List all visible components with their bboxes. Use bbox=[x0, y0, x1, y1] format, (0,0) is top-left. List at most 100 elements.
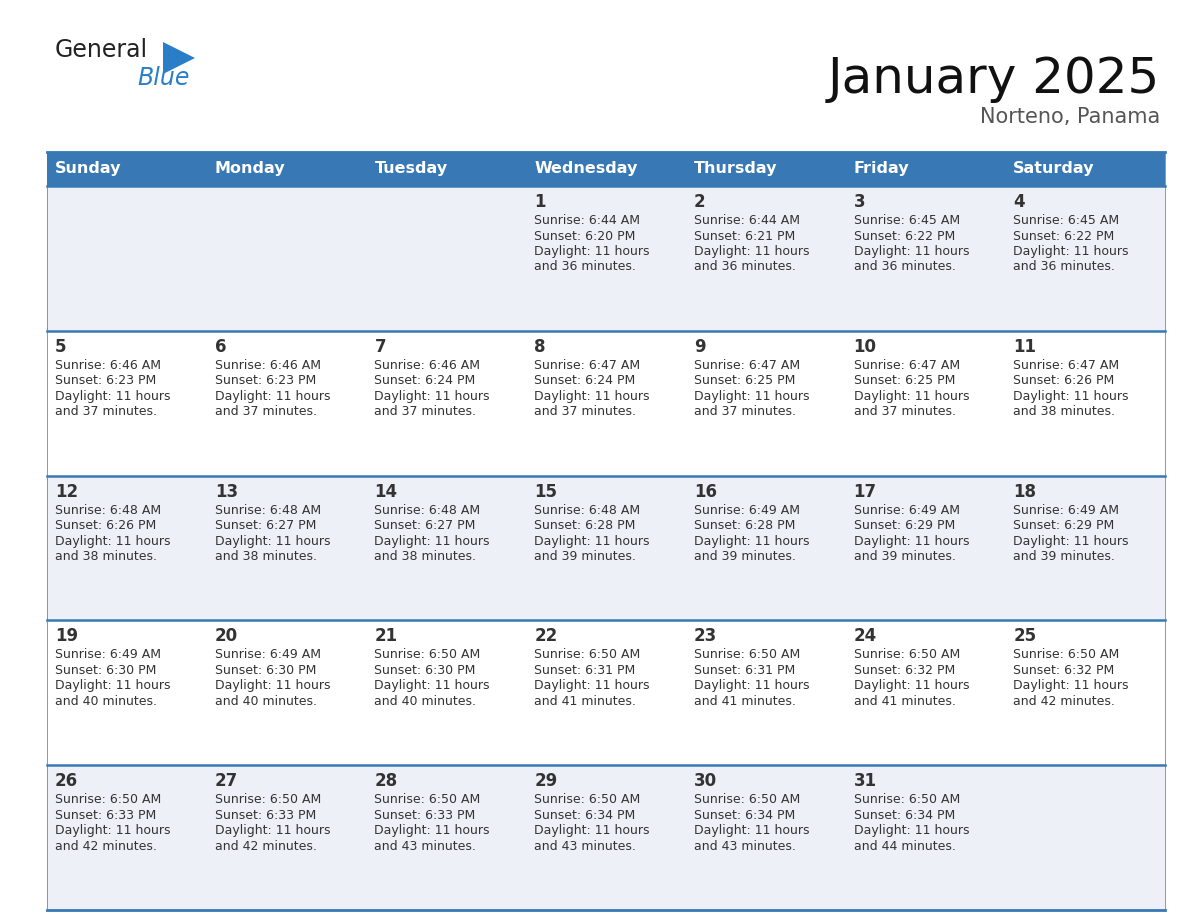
Text: 24: 24 bbox=[853, 627, 877, 645]
Text: Sunrise: 6:47 AM: Sunrise: 6:47 AM bbox=[853, 359, 960, 372]
Text: Sunset: 6:25 PM: Sunset: 6:25 PM bbox=[694, 375, 795, 387]
Text: Sunrise: 6:46 AM: Sunrise: 6:46 AM bbox=[215, 359, 321, 372]
Text: and 44 minutes.: and 44 minutes. bbox=[853, 840, 955, 853]
Text: and 40 minutes.: and 40 minutes. bbox=[215, 695, 317, 708]
Text: 26: 26 bbox=[55, 772, 78, 790]
Text: Sunset: 6:26 PM: Sunset: 6:26 PM bbox=[55, 519, 157, 532]
Text: Tuesday: Tuesday bbox=[374, 162, 448, 176]
Text: 6: 6 bbox=[215, 338, 226, 356]
Text: Sunset: 6:28 PM: Sunset: 6:28 PM bbox=[535, 519, 636, 532]
Text: and 39 minutes.: and 39 minutes. bbox=[853, 550, 955, 563]
Text: Sunrise: 6:47 AM: Sunrise: 6:47 AM bbox=[1013, 359, 1119, 372]
Text: Sunrise: 6:47 AM: Sunrise: 6:47 AM bbox=[694, 359, 800, 372]
Text: and 36 minutes.: and 36 minutes. bbox=[1013, 261, 1116, 274]
Text: Sunset: 6:24 PM: Sunset: 6:24 PM bbox=[374, 375, 475, 387]
Text: Sunset: 6:34 PM: Sunset: 6:34 PM bbox=[853, 809, 955, 822]
Text: Sunset: 6:30 PM: Sunset: 6:30 PM bbox=[215, 664, 316, 677]
Bar bbox=[48, 186, 1165, 330]
Text: 12: 12 bbox=[55, 483, 78, 500]
Text: Sunrise: 6:50 AM: Sunrise: 6:50 AM bbox=[215, 793, 321, 806]
Text: 27: 27 bbox=[215, 772, 238, 790]
Text: 28: 28 bbox=[374, 772, 398, 790]
Text: Sunset: 6:24 PM: Sunset: 6:24 PM bbox=[535, 375, 636, 387]
Text: Daylight: 11 hours: Daylight: 11 hours bbox=[694, 534, 809, 548]
Text: 3: 3 bbox=[853, 193, 865, 211]
Text: Sunrise: 6:49 AM: Sunrise: 6:49 AM bbox=[215, 648, 321, 661]
Text: Friday: Friday bbox=[853, 162, 909, 176]
Text: 5: 5 bbox=[55, 338, 67, 356]
Text: Daylight: 11 hours: Daylight: 11 hours bbox=[55, 390, 171, 403]
Text: Daylight: 11 hours: Daylight: 11 hours bbox=[1013, 390, 1129, 403]
Text: Daylight: 11 hours: Daylight: 11 hours bbox=[535, 534, 650, 548]
Text: Sunrise: 6:46 AM: Sunrise: 6:46 AM bbox=[374, 359, 480, 372]
Text: Daylight: 11 hours: Daylight: 11 hours bbox=[1013, 534, 1129, 548]
Text: Sunrise: 6:46 AM: Sunrise: 6:46 AM bbox=[55, 359, 162, 372]
Text: Sunrise: 6:50 AM: Sunrise: 6:50 AM bbox=[853, 793, 960, 806]
Text: Sunset: 6:31 PM: Sunset: 6:31 PM bbox=[535, 664, 636, 677]
Text: Sunrise: 6:50 AM: Sunrise: 6:50 AM bbox=[55, 793, 162, 806]
Text: Sunset: 6:33 PM: Sunset: 6:33 PM bbox=[55, 809, 157, 822]
Polygon shape bbox=[163, 42, 195, 74]
Bar bbox=[685, 152, 846, 186]
Text: Sunrise: 6:48 AM: Sunrise: 6:48 AM bbox=[535, 504, 640, 517]
Text: and 38 minutes.: and 38 minutes. bbox=[215, 550, 317, 563]
Text: and 37 minutes.: and 37 minutes. bbox=[694, 406, 796, 419]
Text: and 43 minutes.: and 43 minutes. bbox=[374, 840, 476, 853]
Text: and 39 minutes.: and 39 minutes. bbox=[535, 550, 636, 563]
Text: Daylight: 11 hours: Daylight: 11 hours bbox=[1013, 245, 1129, 258]
Text: 22: 22 bbox=[535, 627, 557, 645]
Text: Sunrise: 6:50 AM: Sunrise: 6:50 AM bbox=[374, 648, 481, 661]
Text: Sunday: Sunday bbox=[55, 162, 121, 176]
Text: 13: 13 bbox=[215, 483, 238, 500]
Text: 30: 30 bbox=[694, 772, 718, 790]
Text: Daylight: 11 hours: Daylight: 11 hours bbox=[535, 245, 650, 258]
Text: Sunset: 6:22 PM: Sunset: 6:22 PM bbox=[853, 230, 955, 242]
Text: 25: 25 bbox=[1013, 627, 1036, 645]
Text: 2: 2 bbox=[694, 193, 706, 211]
Text: Sunset: 6:33 PM: Sunset: 6:33 PM bbox=[374, 809, 475, 822]
Text: Sunrise: 6:48 AM: Sunrise: 6:48 AM bbox=[215, 504, 321, 517]
Text: Sunset: 6:30 PM: Sunset: 6:30 PM bbox=[55, 664, 157, 677]
Text: Daylight: 11 hours: Daylight: 11 hours bbox=[853, 824, 969, 837]
Text: and 39 minutes.: and 39 minutes. bbox=[694, 550, 796, 563]
Text: General: General bbox=[55, 38, 148, 62]
Text: Daylight: 11 hours: Daylight: 11 hours bbox=[535, 824, 650, 837]
Text: 31: 31 bbox=[853, 772, 877, 790]
Text: 29: 29 bbox=[535, 772, 557, 790]
Text: Sunset: 6:21 PM: Sunset: 6:21 PM bbox=[694, 230, 795, 242]
Text: Daylight: 11 hours: Daylight: 11 hours bbox=[374, 679, 489, 692]
Text: Sunset: 6:33 PM: Sunset: 6:33 PM bbox=[215, 809, 316, 822]
Text: and 42 minutes.: and 42 minutes. bbox=[215, 840, 316, 853]
Text: Daylight: 11 hours: Daylight: 11 hours bbox=[55, 679, 171, 692]
Text: 7: 7 bbox=[374, 338, 386, 356]
Text: Sunrise: 6:49 AM: Sunrise: 6:49 AM bbox=[1013, 504, 1119, 517]
Text: 9: 9 bbox=[694, 338, 706, 356]
Bar bbox=[366, 152, 526, 186]
Text: Monday: Monday bbox=[215, 162, 285, 176]
Text: Daylight: 11 hours: Daylight: 11 hours bbox=[374, 390, 489, 403]
Text: Norteno, Panama: Norteno, Panama bbox=[980, 107, 1159, 127]
Text: Sunset: 6:32 PM: Sunset: 6:32 PM bbox=[1013, 664, 1114, 677]
Text: Wednesday: Wednesday bbox=[535, 162, 638, 176]
Text: and 38 minutes.: and 38 minutes. bbox=[1013, 406, 1116, 419]
Text: 8: 8 bbox=[535, 338, 545, 356]
Text: Daylight: 11 hours: Daylight: 11 hours bbox=[694, 245, 809, 258]
Text: Sunset: 6:32 PM: Sunset: 6:32 PM bbox=[853, 664, 955, 677]
Text: Sunset: 6:27 PM: Sunset: 6:27 PM bbox=[374, 519, 475, 532]
Text: and 37 minutes.: and 37 minutes. bbox=[215, 406, 317, 419]
Text: Daylight: 11 hours: Daylight: 11 hours bbox=[55, 824, 171, 837]
Text: Sunset: 6:30 PM: Sunset: 6:30 PM bbox=[374, 664, 475, 677]
Text: and 39 minutes.: and 39 minutes. bbox=[1013, 550, 1116, 563]
Text: Sunrise: 6:44 AM: Sunrise: 6:44 AM bbox=[535, 214, 640, 227]
Text: Sunset: 6:34 PM: Sunset: 6:34 PM bbox=[535, 809, 636, 822]
Text: and 36 minutes.: and 36 minutes. bbox=[535, 261, 636, 274]
Text: and 37 minutes.: and 37 minutes. bbox=[374, 406, 476, 419]
Text: Sunrise: 6:50 AM: Sunrise: 6:50 AM bbox=[535, 793, 640, 806]
Text: Sunset: 6:22 PM: Sunset: 6:22 PM bbox=[1013, 230, 1114, 242]
Text: and 38 minutes.: and 38 minutes. bbox=[374, 550, 476, 563]
Text: 17: 17 bbox=[853, 483, 877, 500]
Text: Daylight: 11 hours: Daylight: 11 hours bbox=[374, 534, 489, 548]
Text: and 43 minutes.: and 43 minutes. bbox=[535, 840, 636, 853]
Text: Sunset: 6:29 PM: Sunset: 6:29 PM bbox=[1013, 519, 1114, 532]
Text: Sunrise: 6:49 AM: Sunrise: 6:49 AM bbox=[55, 648, 162, 661]
